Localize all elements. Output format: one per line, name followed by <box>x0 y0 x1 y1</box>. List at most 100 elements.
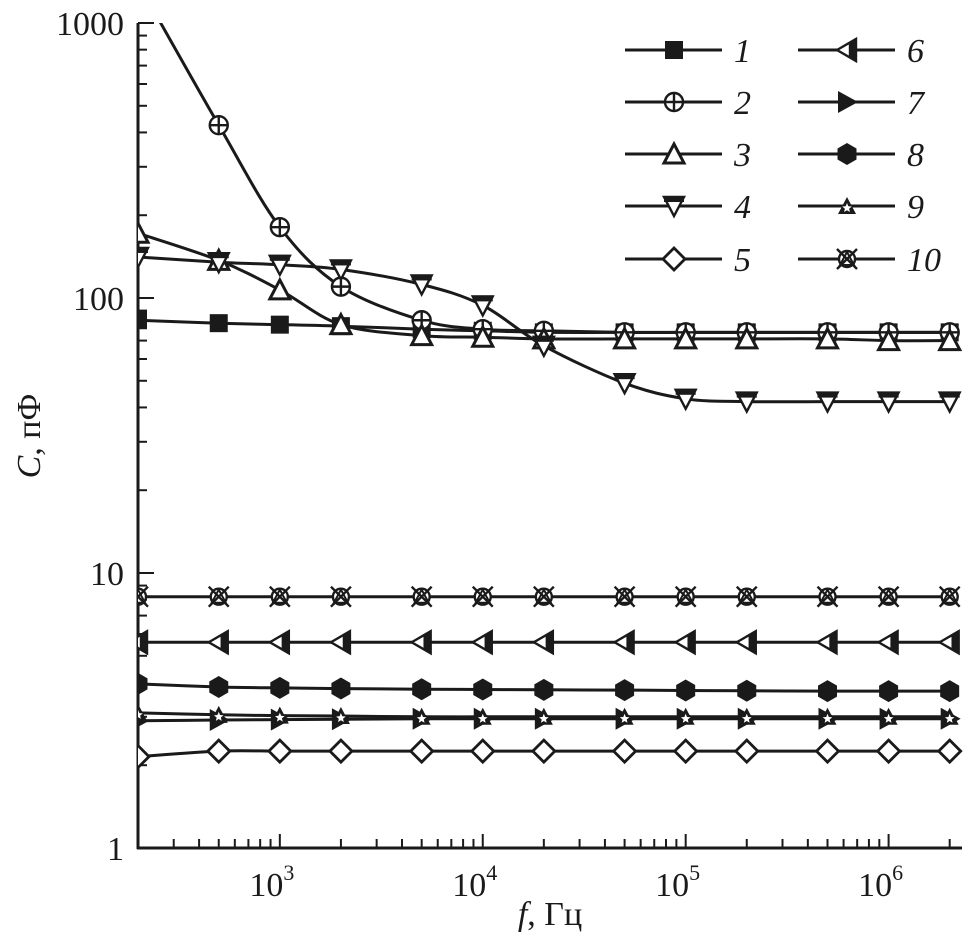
triangle-up-shape <box>267 276 293 301</box>
legend-label: 7 <box>907 85 926 122</box>
hexagon-shape <box>737 679 757 702</box>
inner-triangle <box>271 587 289 604</box>
data-point <box>613 585 636 608</box>
diamond-shape <box>875 738 902 765</box>
square-filled-shape <box>209 314 228 333</box>
triangle-up-shape <box>815 325 840 350</box>
data-point <box>411 310 432 331</box>
legend-item-1: 1 <box>625 33 751 70</box>
marker-square-filled <box>665 41 683 59</box>
x-line-b <box>138 585 149 599</box>
star-shape <box>539 713 549 723</box>
inner-triangle <box>941 587 959 604</box>
diamond-shape <box>530 738 557 765</box>
y-tick-label: 10 <box>90 556 124 593</box>
triangle-down-fill <box>330 259 351 266</box>
diamond-shape <box>327 738 354 765</box>
triangle-down-fill <box>664 196 684 202</box>
data-point <box>330 585 352 608</box>
hexagon-shape <box>534 678 554 701</box>
data-point <box>412 707 431 725</box>
data-point <box>206 629 229 656</box>
triangle-left-fill <box>890 631 898 654</box>
data-point <box>737 679 757 702</box>
triangle-down-fill <box>138 246 148 253</box>
x-axis-title-unit: , Гц <box>527 896 582 933</box>
x-tick-exponent: 3 <box>283 860 294 885</box>
legend-item-2: 2 <box>625 85 751 122</box>
data-point <box>270 315 289 334</box>
triangle-down-fill <box>817 391 838 398</box>
inner-triangle <box>818 587 837 604</box>
data-point <box>208 114 229 136</box>
inner-triangle <box>879 587 898 604</box>
data-point <box>815 391 840 415</box>
data-point <box>266 738 293 765</box>
data-point <box>531 335 556 359</box>
y-axis-title-var: C <box>11 455 48 478</box>
data-point <box>735 585 758 608</box>
diamond-shape <box>266 738 293 765</box>
data-point <box>327 738 354 765</box>
x-tick-label: 104 <box>452 860 497 904</box>
x-tick-exponent: 6 <box>892 860 903 885</box>
legend-label: 8 <box>907 137 924 174</box>
data-point <box>615 679 635 702</box>
triangle-down-fill <box>269 254 290 261</box>
data-point <box>673 325 699 350</box>
hexagon-shape <box>270 676 290 699</box>
hexagon-shape <box>138 672 148 695</box>
data-point <box>328 629 352 656</box>
triangle-left-fill <box>423 631 431 654</box>
data-point <box>473 707 492 725</box>
triangle-down-fill <box>533 335 554 342</box>
marker-triangle-right-filled <box>838 91 858 113</box>
y-tick-label: 1 <box>107 831 124 868</box>
data-point <box>734 391 759 415</box>
hexagon-shape <box>209 675 229 698</box>
y-tick-label: 100 <box>73 281 124 318</box>
data-point <box>409 629 432 656</box>
x-tick-base: 10 <box>858 867 892 904</box>
data-point <box>676 707 695 725</box>
data-point <box>532 585 555 608</box>
data-point <box>674 585 697 608</box>
data-point <box>205 738 232 765</box>
data-point <box>138 703 147 721</box>
x-tick-base: 10 <box>249 867 283 904</box>
hexagon-shape <box>473 678 493 701</box>
data-point <box>737 707 756 725</box>
data-point <box>330 276 352 297</box>
data-point <box>877 585 900 608</box>
star-shape <box>138 709 143 719</box>
inner-triangle <box>838 249 856 266</box>
legend-label: 3 <box>733 137 751 174</box>
diamond-shape <box>611 738 638 765</box>
data-point <box>530 738 557 765</box>
diamond-shape <box>814 738 841 765</box>
square-filled-shape <box>665 41 683 59</box>
triangle-up-shape <box>138 220 151 244</box>
data-point <box>267 629 291 656</box>
data-point <box>270 706 289 724</box>
series-line <box>158 23 950 334</box>
triangle-left-fill <box>687 631 695 654</box>
inner-triangle <box>332 587 350 604</box>
data-point <box>410 585 433 608</box>
data-point <box>328 259 353 283</box>
data-point <box>209 675 229 698</box>
triangle-right-shape <box>838 91 858 113</box>
marker-triangle-down-halffilled <box>662 195 686 219</box>
series-10 <box>138 585 961 608</box>
data-point <box>138 311 147 330</box>
star-shape <box>336 712 346 722</box>
data-point <box>937 391 962 415</box>
legend-label: 9 <box>907 189 924 226</box>
data-point <box>818 680 838 703</box>
series-9 <box>138 703 959 725</box>
data-point <box>875 738 902 765</box>
data-point <box>815 325 840 350</box>
triangle-left-fill <box>748 631 756 654</box>
legend-item-4: 4 <box>625 189 751 226</box>
